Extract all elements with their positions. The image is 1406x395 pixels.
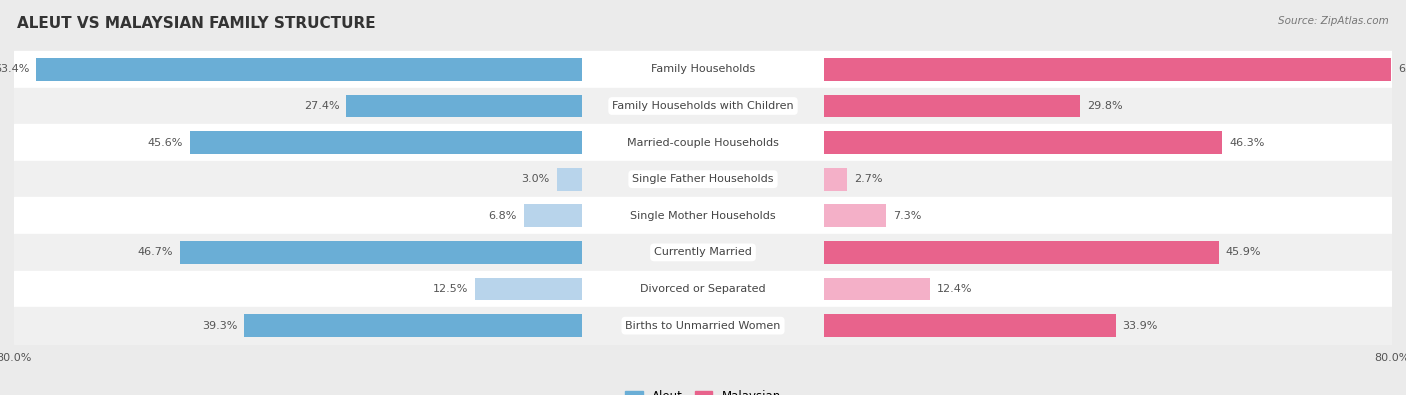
Text: 45.9%: 45.9% (1226, 247, 1261, 258)
Bar (346, 95, 582, 117)
Text: Single Mother Households: Single Mother Households (630, 211, 776, 221)
Bar (824, 314, 1115, 337)
Text: 29.8%: 29.8% (1087, 101, 1123, 111)
Bar (14, 88, 1392, 124)
Text: Single Father Households: Single Father Households (633, 174, 773, 184)
Bar (524, 205, 582, 227)
Bar (557, 168, 582, 190)
Text: 39.3%: 39.3% (201, 321, 238, 331)
Bar (824, 241, 1219, 264)
Bar (475, 278, 582, 300)
Bar (14, 307, 1392, 344)
Bar (14, 271, 1392, 307)
Text: 46.3%: 46.3% (1229, 137, 1264, 148)
Text: Source: ZipAtlas.com: Source: ZipAtlas.com (1278, 16, 1389, 26)
Text: ALEUT VS MALAYSIAN FAMILY STRUCTURE: ALEUT VS MALAYSIAN FAMILY STRUCTURE (17, 16, 375, 31)
Bar (14, 51, 1392, 88)
Text: 45.6%: 45.6% (148, 137, 183, 148)
Bar (14, 234, 1392, 271)
Text: Family Households with Children: Family Households with Children (612, 101, 794, 111)
Text: 12.4%: 12.4% (938, 284, 973, 294)
Text: 3.0%: 3.0% (522, 174, 550, 184)
Bar (14, 198, 1392, 234)
Bar (824, 168, 846, 190)
Text: 63.4%: 63.4% (0, 64, 30, 74)
Bar (824, 278, 931, 300)
Bar (824, 58, 1391, 81)
Text: Births to Unmarried Women: Births to Unmarried Women (626, 321, 780, 331)
Text: 6.8%: 6.8% (489, 211, 517, 221)
Bar (14, 124, 1392, 161)
Legend: Aleut, Malaysian: Aleut, Malaysian (620, 385, 786, 395)
Text: 27.4%: 27.4% (304, 101, 340, 111)
Text: 7.3%: 7.3% (893, 211, 922, 221)
Text: 12.5%: 12.5% (433, 284, 468, 294)
Text: Married-couple Households: Married-couple Households (627, 137, 779, 148)
Bar (14, 161, 1392, 198)
Bar (824, 131, 1222, 154)
Text: 2.7%: 2.7% (853, 174, 882, 184)
Text: 33.9%: 33.9% (1122, 321, 1157, 331)
Text: Divorced or Separated: Divorced or Separated (640, 284, 766, 294)
Text: Currently Married: Currently Married (654, 247, 752, 258)
Bar (824, 95, 1080, 117)
Text: 65.9%: 65.9% (1398, 64, 1406, 74)
Bar (245, 314, 582, 337)
Text: 46.7%: 46.7% (138, 247, 173, 258)
Bar (180, 241, 582, 264)
Bar (37, 58, 582, 81)
Text: Family Households: Family Households (651, 64, 755, 74)
Bar (190, 131, 582, 154)
Bar (824, 205, 886, 227)
